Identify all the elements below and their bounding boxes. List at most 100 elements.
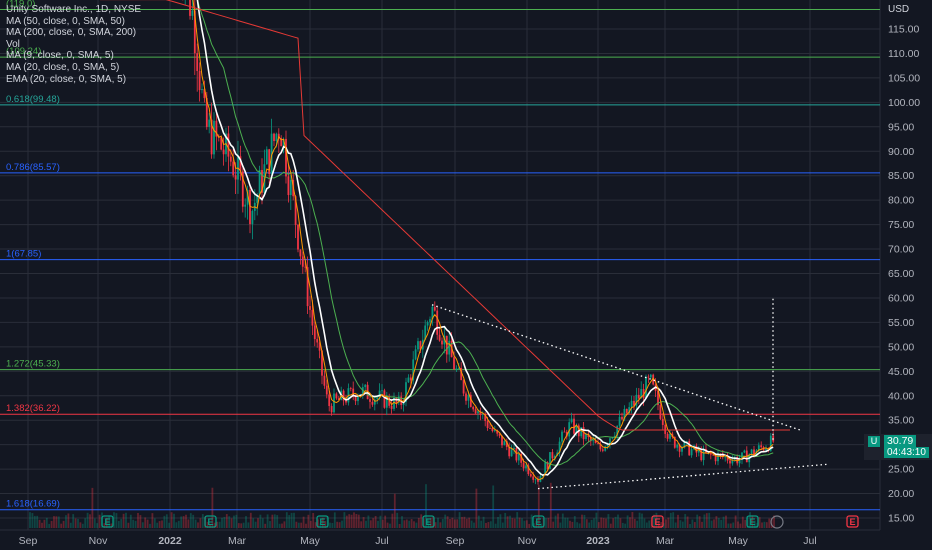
y-tick-label: 20.00 (888, 488, 914, 500)
candle-body (299, 249, 302, 257)
volume-bar (357, 514, 360, 528)
volume-bar (269, 521, 271, 528)
volume-bar (77, 518, 79, 528)
volume-bar (444, 514, 447, 528)
y-tick-label: 60.00 (888, 292, 914, 304)
volume-bar (79, 522, 82, 528)
volume-bar (165, 514, 168, 528)
volume-bar (245, 516, 247, 528)
y-tick-label: 55.00 (888, 317, 914, 329)
volume-bar (257, 518, 259, 528)
candle-body (256, 194, 259, 203)
legend-ma9[interactable]: MA (9, close, 0, SMA, 5) (6, 50, 114, 62)
candle-body (309, 306, 311, 310)
candle-body (479, 411, 482, 414)
candle-body (623, 408, 626, 420)
candle-body (510, 449, 513, 457)
candle-body (505, 441, 508, 447)
candle-body (561, 431, 563, 442)
candle-body (738, 459, 741, 464)
volume-bar (564, 517, 567, 528)
volume-bar (312, 513, 315, 528)
volume-bar (595, 512, 598, 528)
volume-bar (41, 522, 43, 528)
ma200-line (100, 0, 790, 431)
legend-ma20[interactable]: MA (20, close, 0, SMA, 5) (6, 61, 120, 73)
volume-bar (681, 521, 684, 528)
volume-bar (717, 517, 720, 528)
volume-bar (559, 522, 562, 528)
volume-bar (533, 523, 535, 528)
candle-body (599, 443, 602, 450)
volume-bar (144, 517, 147, 528)
volume-bar (110, 523, 113, 528)
volume-bar (485, 522, 487, 528)
volume-bar (103, 523, 106, 528)
candle-body (196, 53, 199, 72)
candle-body (477, 411, 479, 414)
volume-bar (353, 512, 355, 528)
candle-body (275, 133, 278, 142)
volume-bar (329, 522, 331, 528)
legend-vol[interactable]: Vol (6, 38, 20, 50)
candle-body (265, 149, 268, 165)
volume-bar (499, 514, 502, 528)
candle-body (417, 341, 419, 350)
candle-body (621, 416, 623, 420)
candle-body (352, 388, 355, 396)
volume-bar (413, 521, 415, 528)
volume-bar (701, 521, 703, 528)
volume-bar (168, 522, 171, 528)
candle-body (246, 189, 249, 205)
candle-body (282, 138, 285, 147)
x-tick-label: Mar (228, 535, 247, 547)
volume-bar (581, 514, 583, 528)
earnings-marker (101, 515, 114, 528)
volume-bar (338, 522, 341, 528)
volume-bar (67, 513, 70, 528)
volume-bar (33, 515, 36, 528)
volume-bar (674, 522, 677, 528)
volume-bar (120, 518, 123, 528)
candle-body (527, 465, 530, 475)
legend-ema20[interactable]: EMA (20, close, 0, SMA, 5) (6, 73, 127, 85)
volume-bar (451, 517, 454, 528)
volume-bar (509, 515, 511, 528)
legend-ma50[interactable]: MA (50, close, 0, SMA, 50) (6, 15, 125, 27)
candle-body (714, 455, 717, 462)
candle-body (637, 394, 640, 399)
x-tick-label: Nov (89, 535, 108, 547)
y-tick-label: 40.00 (888, 390, 914, 402)
y-tick-label: 70.00 (888, 244, 914, 256)
volume-bar (626, 515, 629, 528)
earnings-marker-label: E (749, 517, 755, 527)
volume-bar (434, 522, 437, 528)
volume-bar (72, 514, 75, 528)
volume-bar (715, 516, 718, 528)
candle-body (532, 476, 535, 480)
volume-bar (468, 517, 471, 528)
volume-bar (271, 514, 274, 528)
volume-bar (266, 514, 269, 528)
legend-symbol: Unity Software Inc., 1D, NYSE (6, 4, 142, 15)
volume-bar (614, 516, 617, 528)
fib-level-label: 1(67.85) (6, 249, 41, 260)
volume-bar (173, 513, 175, 528)
candle-body (601, 449, 604, 451)
candle-body (491, 428, 494, 432)
y-tick-label: 65.00 (888, 268, 914, 280)
candle-body (445, 335, 448, 355)
candle-body (323, 375, 326, 386)
volume-bar (643, 518, 646, 528)
candle-body (205, 98, 208, 127)
legend-ma200[interactable]: MA (200, close, 0, SMA, 200) (6, 27, 137, 39)
volume-bar (691, 519, 694, 528)
volume-bar (487, 522, 490, 528)
volume-bar (81, 523, 84, 528)
bar-countdown: 04:43:10 (884, 447, 929, 458)
volume-bar (348, 514, 351, 528)
volume-bar (513, 518, 516, 528)
earnings-marker-label: E (849, 517, 855, 527)
volume-bar (631, 512, 634, 528)
